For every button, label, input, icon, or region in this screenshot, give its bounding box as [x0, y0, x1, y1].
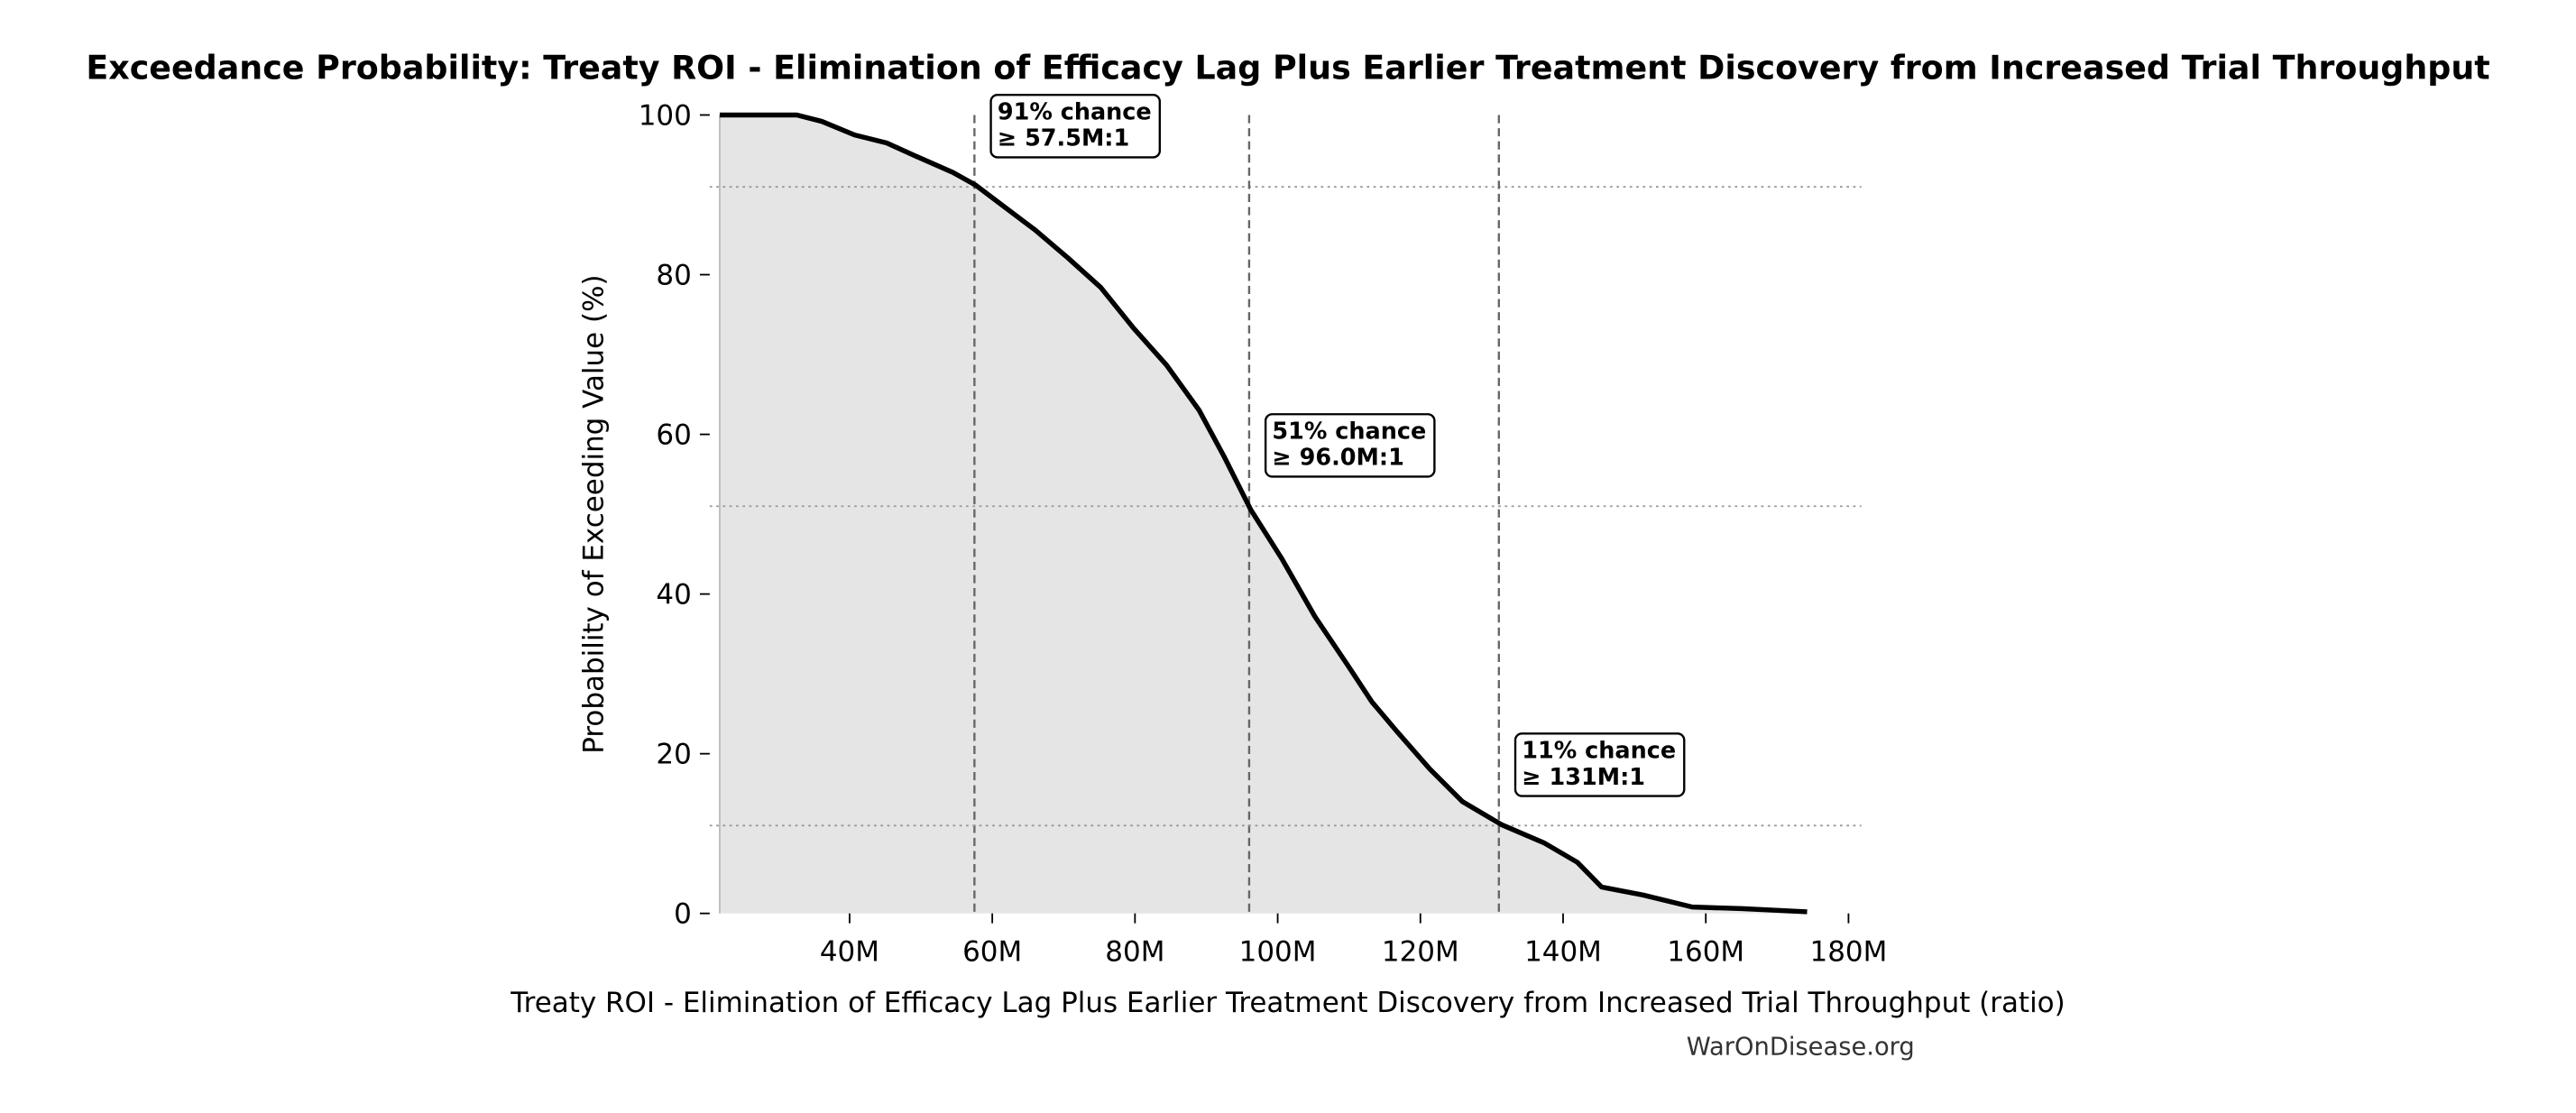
- exceedance-line: [719, 112, 1808, 915]
- annotation-box: [1264, 413, 1436, 478]
- x-tick-label: 180M: [1810, 936, 1888, 969]
- footer: WarOnDisease.org: [1687, 1033, 1915, 1061]
- x-tick-label: 40M: [820, 936, 879, 969]
- y-tick-label: 40: [656, 579, 691, 612]
- y-tick-label: 80: [656, 259, 691, 291]
- x-tick-label: 80M: [1105, 936, 1164, 969]
- x-tick-label: 100M: [1239, 936, 1317, 969]
- x-tick-label: 60M: [962, 936, 1022, 969]
- annotation-text: 51% chance: [1272, 419, 1426, 446]
- annotation-text: ≥ 131M:1: [1522, 764, 1645, 791]
- annotation: 11% chance≥ 131M:1: [1513, 732, 1686, 797]
- y-tick-label: 0: [674, 898, 692, 931]
- annotation: 91% chance≥ 57.5M:1: [989, 93, 1162, 159]
- annotation-text: ≥ 57.5M:1: [998, 125, 1129, 152]
- annotation: 51% chance≥ 96.0M:1: [1264, 413, 1436, 478]
- annotation-text: 11% chance: [1522, 738, 1676, 765]
- x-tick-label: 140M: [1524, 936, 1602, 969]
- y-axis-label: Probability of Exceeding Value (%): [577, 274, 610, 753]
- annotation-box: [989, 93, 1162, 159]
- annotation-text: 91% chance: [998, 98, 1152, 125]
- x-tick-label: 160M: [1667, 936, 1744, 969]
- y-tick-label: 100: [639, 99, 692, 132]
- annotation-box: [1513, 732, 1686, 797]
- x-tick-label: 120M: [1382, 936, 1459, 969]
- chart-title: Exceedance Probability: Treaty ROI - Eli…: [86, 48, 2489, 87]
- annotation-text: ≥ 96.0M:1: [1272, 445, 1403, 472]
- area-fill: [719, 115, 1808, 914]
- y-tick-label: 60: [656, 419, 691, 452]
- x-axis-label: Treaty ROI - Elimination of Efficacy Lag…: [510, 987, 2065, 1019]
- y-tick-label: 20: [656, 739, 691, 771]
